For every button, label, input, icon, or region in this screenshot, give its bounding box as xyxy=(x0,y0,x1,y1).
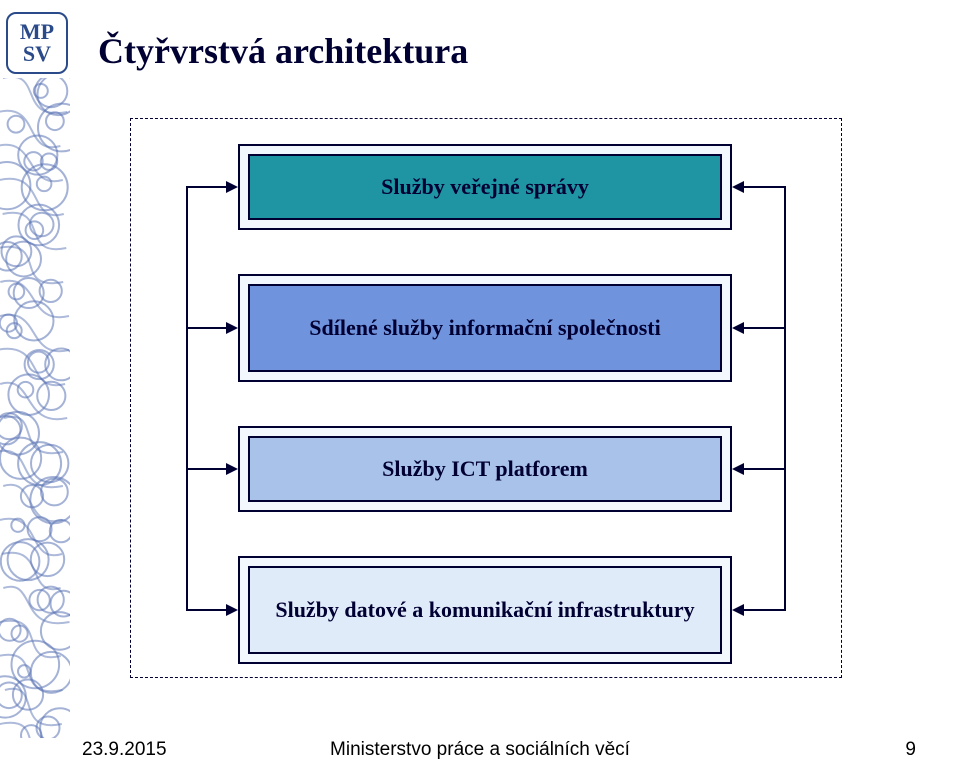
left-branch-3 xyxy=(186,468,226,470)
footer-page: 9 xyxy=(905,739,916,761)
right-arrow-3 xyxy=(732,463,744,475)
bg-pattern xyxy=(0,78,70,738)
layer-3: Služby ICT platforem xyxy=(248,436,722,502)
page-title: Čtyřvrstvá architektura xyxy=(98,30,468,72)
footer-center: Ministerstvo práce a sociálních věcí xyxy=(0,739,960,761)
logo-text: MP SV xyxy=(20,21,54,65)
layer-4: Služby datové a komunikační infrastruktu… xyxy=(248,566,722,654)
left-arrow-3 xyxy=(226,463,238,475)
right-branch-4 xyxy=(744,609,786,611)
left-branch-2 xyxy=(186,327,226,329)
left-arrow-2 xyxy=(226,322,238,334)
right-branch-3 xyxy=(744,468,786,470)
left-branch-1 xyxy=(186,186,226,188)
bg-swirl-svg xyxy=(0,78,70,738)
logo-line2: SV xyxy=(23,41,51,66)
right-arrow-4 xyxy=(732,604,744,616)
diagram: Služby veřejné správy Sdílené služby info… xyxy=(130,118,842,678)
logo-box: MP SV xyxy=(6,12,68,74)
left-arrow-1 xyxy=(226,181,238,193)
right-branch-2 xyxy=(744,327,786,329)
right-arrow-1 xyxy=(732,181,744,193)
layer-2: Sdílené služby informační společnosti xyxy=(248,284,722,372)
left-branch-4 xyxy=(186,609,226,611)
right-arrow-2 xyxy=(732,322,744,334)
left-connector-trunk xyxy=(186,187,188,610)
right-connector-trunk xyxy=(784,187,786,610)
right-branch-1 xyxy=(744,186,786,188)
layer-1: Služby veřejné správy xyxy=(248,154,722,220)
left-arrow-4 xyxy=(226,604,238,616)
